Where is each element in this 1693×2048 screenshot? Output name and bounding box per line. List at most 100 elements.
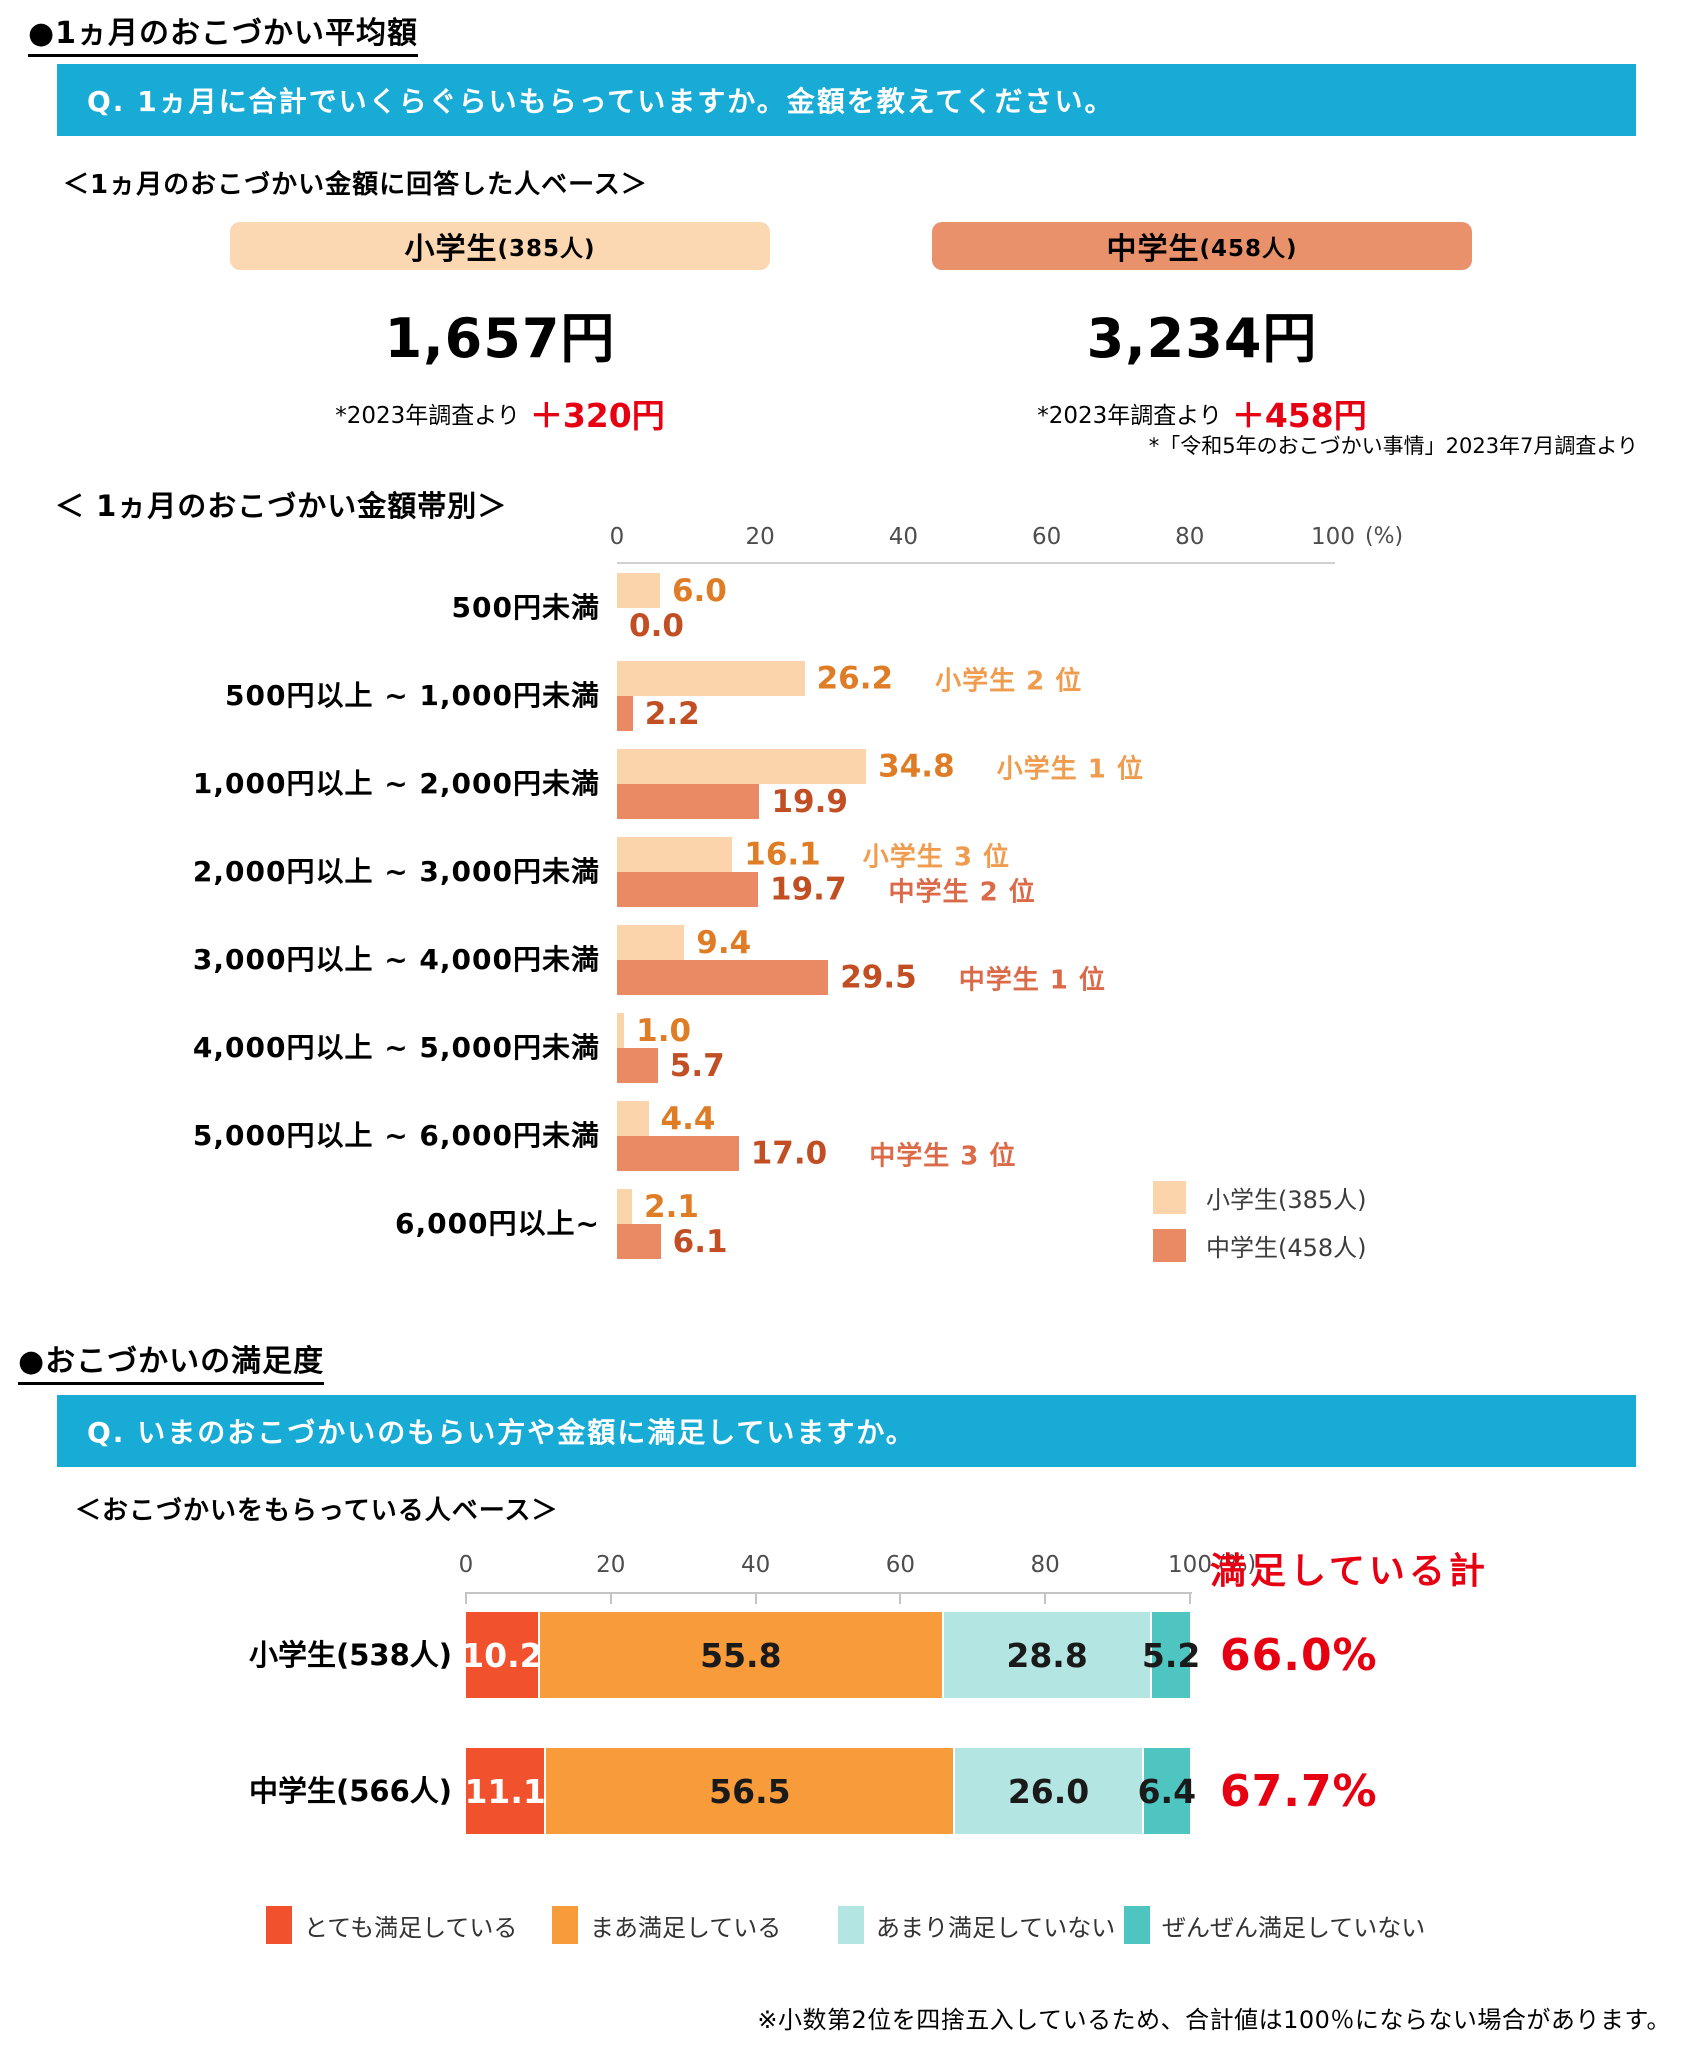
- band-bar-junior: 19.7 中学生 2 位: [617, 872, 1035, 908]
- group-pill-junior: 中学生 (458人): [932, 222, 1472, 270]
- band-value-label: 29.5: [840, 959, 917, 996]
- band-axis-tick-label: 60: [1031, 524, 1062, 550]
- legend-swatch: [838, 1906, 864, 1944]
- sat-category-label: 中学生(566人): [248, 1774, 452, 1808]
- band-value-wrap: 5.7: [670, 1048, 725, 1084]
- band-value-wrap: 34.8 小学生 1 位: [878, 748, 1144, 785]
- section-satisfaction-title: ●おこづかいの満足度: [18, 1336, 325, 1385]
- band-value-label: 0.0: [629, 607, 684, 644]
- band-bar-elementary: 34.8 小学生 1 位: [617, 749, 1143, 785]
- sat-segment-value: 10.2: [461, 1635, 543, 1675]
- average-card-junior: 中学生 (458人) 3,234円 *2023年調査より ＋458円: [932, 222, 1472, 437]
- band-legend-label: 小学生(385人): [1206, 1186, 1367, 1214]
- band-bar-junior: 29.5 中学生 1 位: [617, 960, 1105, 996]
- sat-legend: とても満足している まあ満足している あまり満足していない ぜんぜん満足していない: [0, 1906, 1693, 1946]
- band-value-wrap: 4.4: [661, 1101, 716, 1137]
- band-bar-elementary: 4.4: [617, 1101, 715, 1137]
- band-row: 500円未満 6.0 0.0: [0, 573, 1693, 644]
- average-diff-line-junior: *2023年調査より ＋458円: [932, 389, 1472, 437]
- band-axis-tick-label: 40: [888, 524, 919, 550]
- band-row: 2,000円以上 ~ 3,000円未満 16.1 小学生 3 位 19.7 中学生 2 …: [0, 837, 1693, 908]
- section-average-title: ●1ヵ月のおこづかい平均額: [28, 8, 419, 57]
- legend-swatch: [266, 1906, 292, 1944]
- legend-swatch: [552, 1906, 578, 1944]
- survey-source-note: *「令和5年のおこづかい事情」2023年7月調査より: [1148, 434, 1638, 458]
- question-banner-satisfaction-text: Q. いまのおこづかいのもらい方や金額に満足していますか。: [87, 1416, 916, 1449]
- band-legend: 小学生(385人) 中学生(458人): [1153, 1180, 1553, 1280]
- group-pill-junior-count: (458人): [1199, 236, 1298, 262]
- sat-legend-item: ぜんぜん満足していない: [1124, 1906, 1425, 1944]
- sat-axis-tickmark: [899, 1592, 902, 1604]
- band-value-wrap: 6.0: [672, 573, 727, 609]
- band-value-wrap: 2.1: [644, 1189, 699, 1225]
- band-axis-tick-label: 0: [609, 524, 625, 550]
- band-category-label: 1,000円以上 ~ 2,000円未満: [192, 767, 600, 800]
- sat-axis-tick-label: 80: [1030, 1552, 1060, 1578]
- band-value-wrap: 19.7 中学生 2 位: [770, 871, 1036, 908]
- sat-axis-tickmark: [1044, 1592, 1047, 1604]
- question-banner-average-text: Q. 1ヵ月に合計でいくらぐらいもらっていますか。金額を教えてください。: [87, 85, 1115, 118]
- sat-segment-value: 11.1: [464, 1771, 546, 1811]
- band-value-label: 2.2: [644, 695, 700, 732]
- satisfied-total-label: 満足している計: [1210, 1551, 1489, 1592]
- average-diff-elementary: ＋320円: [529, 396, 665, 435]
- band-value-wrap: 17.0 中学生 3 位: [751, 1135, 1017, 1172]
- band-category-label: 4,000円以上 ~ 5,000円未満: [192, 1031, 600, 1064]
- band-bar-junior: 2.2: [617, 696, 700, 732]
- average-note-elementary: *2023年調査より: [335, 403, 520, 429]
- sat-segment-value: 55.8: [700, 1635, 782, 1675]
- band-value-wrap: 2.2: [645, 696, 700, 732]
- rounding-footnote: ※小数第2位を四捨五入しているため、合計値は100％にならない場合があります。: [757, 2006, 1671, 2034]
- band-rank-label: 小学生 2 位: [935, 666, 1083, 696]
- band-chart-rows: 500円未満 6.0 0.0 500円以上 ~ 1,000円未満 26.2 小学生 2 位…: [0, 573, 1693, 1263]
- sat-segment: 26.0: [955, 1748, 1144, 1834]
- band-category-label: 500円以上 ~ 1,000円未満: [225, 679, 600, 712]
- sat-axis-tickmark: [754, 1592, 757, 1604]
- sat-legend-item: あまり満足していない: [838, 1906, 1115, 1944]
- section-satisfaction-heading-wrap: ●おこづかいの満足度: [18, 1336, 325, 1385]
- band-value-wrap: 29.5 中学生 1 位: [840, 959, 1106, 996]
- band-axis-tick-label: 100: [1311, 524, 1355, 550]
- band-value-wrap: 19.9: [771, 784, 848, 820]
- band-plot: 16.1 小学生 3 位 19.7 中学生 2 位: [617, 837, 1035, 908]
- band-plot: 2.1 6.1: [617, 1189, 728, 1260]
- average-amount-junior: 3,234円: [1086, 307, 1318, 370]
- sat-row: 中学生(566人) 11.1 56.5 26.0 6.4: [0, 1748, 1693, 1834]
- sat-legend-label: あまり満足していない: [876, 1913, 1116, 1942]
- band-value-label: 6.1: [672, 1223, 728, 1260]
- sat-axis-tick-label: 40: [740, 1552, 771, 1578]
- band-rank-label: 中学生 2 位: [888, 877, 1036, 907]
- average-card-elementary: 小学生 (385人) 1,657円 *2023年調査より ＋320円: [230, 222, 770, 437]
- band-value-wrap: 1.0: [636, 1013, 691, 1049]
- band-value-wrap: 6.1: [673, 1224, 728, 1260]
- band-plot: 4.4 17.0 中学生 3 位: [617, 1101, 1015, 1172]
- band-axis-tick-label: 20: [745, 524, 775, 550]
- sat-bars: 10.2 55.8 28.8 5.2: [461, 1612, 1200, 1698]
- sat-axis-tick-label: 0: [458, 1552, 474, 1578]
- band-value-label: 19.7: [770, 871, 847, 908]
- sat-segment-value: 56.5: [709, 1771, 791, 1811]
- group-pill-elementary-label: 小学生: [404, 232, 498, 267]
- sat-segment: 11.1: [464, 1748, 547, 1834]
- band-value-label: 19.9: [771, 783, 848, 820]
- band-axis-line: [617, 562, 1335, 564]
- sat-segment: 5.2: [1142, 1612, 1200, 1698]
- band-value-wrap: 26.2 小学生 2 位: [817, 660, 1083, 697]
- band-value-label: 2.1: [644, 1188, 699, 1225]
- band-bar-elementary: 1.0: [617, 1013, 691, 1049]
- sat-legend-label: まあ満足している: [590, 1913, 782, 1942]
- band-axis: 0 20 40 60 80 100 (%): [610, 524, 1417, 554]
- question-banner-average: Q. 1ヵ月に合計でいくらぐらいもらっていますか。金額を教えてください。: [57, 64, 1636, 136]
- sat-axis-tick-label: 20: [596, 1552, 626, 1578]
- group-pill-elementary: 小学生 (385人): [230, 222, 770, 270]
- average-diff-line-elementary: *2023年調査より ＋320円: [230, 389, 770, 437]
- band-rank-label: 小学生 3 位: [862, 842, 1010, 872]
- sat-segment-value: 5.2: [1141, 1635, 1201, 1675]
- band-value-label: 5.7: [669, 1047, 725, 1084]
- group-pill-elementary-count: (385人): [497, 236, 596, 262]
- sat-segment: 10.2: [461, 1612, 543, 1698]
- band-row: 5,000円以上 ~ 6,000円未満 4.4 17.0 中学生 3 位: [0, 1101, 1693, 1172]
- band-bar-elementary: 6.0: [617, 573, 727, 609]
- sat-axis-tickmark: [465, 1592, 467, 1604]
- band-axis-tick-label: 80: [1175, 524, 1205, 550]
